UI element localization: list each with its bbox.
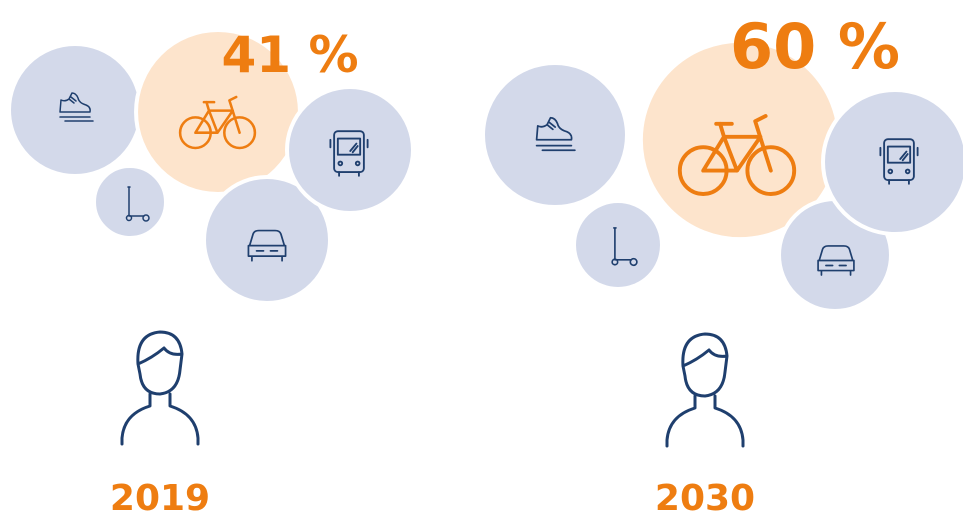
scooter-bubble [92,164,168,240]
person-icon [665,332,745,448]
car-bubble [202,175,332,305]
panel-2019: 41 % 2019 [7,26,415,519]
bike-share-label: 41 % [221,26,358,84]
scooter-bubble [572,199,664,291]
person-icon [120,330,200,446]
walk-bubble [481,61,629,209]
panel-2030: 60 % 2030 [481,10,963,519]
year-label: 2030 [655,478,755,519]
bike-share-label: 60 % [730,10,900,83]
year-label: 2019 [110,478,210,519]
walk-bubble [7,42,143,178]
